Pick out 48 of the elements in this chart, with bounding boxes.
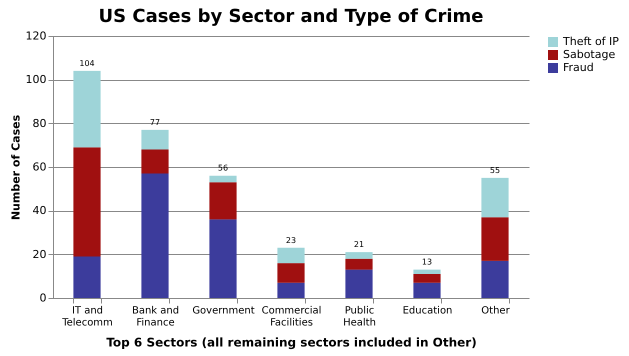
bar bbox=[481, 260, 509, 298]
bar bbox=[209, 182, 237, 220]
bar bbox=[141, 130, 169, 150]
total-label: 13 bbox=[422, 258, 432, 267]
bar bbox=[209, 219, 237, 298]
bar bbox=[413, 274, 441, 283]
bar bbox=[413, 270, 441, 274]
y-tick-label: 0 bbox=[40, 292, 46, 304]
bar bbox=[277, 263, 305, 283]
bar bbox=[481, 178, 509, 218]
bar bbox=[277, 282, 305, 298]
total-label: 21 bbox=[354, 240, 364, 250]
bar bbox=[345, 270, 373, 298]
y-tick-label: 20 bbox=[32, 248, 46, 261]
legend-label: Theft of IP bbox=[562, 35, 620, 48]
total-label: 55 bbox=[490, 166, 500, 175]
bar bbox=[141, 150, 169, 174]
bar bbox=[141, 174, 169, 298]
legend-label: Fraud bbox=[563, 61, 594, 74]
x-tick-label: Bank and Finance bbox=[132, 306, 180, 328]
bar bbox=[413, 282, 441, 298]
x-axis-title: Top 6 Sectors (all remaining sectors included in Other) bbox=[106, 336, 477, 350]
y-tick-label: 40 bbox=[32, 204, 46, 218]
x-tick-label: IT and Telecomm bbox=[61, 306, 113, 328]
y-axis-title: Number of Cases bbox=[10, 114, 23, 220]
bar bbox=[73, 256, 101, 298]
x-tick-label: Commercial Facilities bbox=[262, 306, 322, 328]
x-tick-label: Education bbox=[402, 306, 452, 316]
y-tick-label: 100 bbox=[26, 73, 46, 86]
y-tick-label: 60 bbox=[32, 160, 46, 174]
x-tick-label: Government bbox=[192, 306, 255, 316]
total-label: 23 bbox=[286, 236, 296, 245]
bar bbox=[209, 176, 237, 182]
total-label: 56 bbox=[218, 164, 228, 173]
bar bbox=[345, 258, 373, 270]
chart-title: US Cases by Sector and Type of Crime bbox=[98, 6, 484, 27]
bar bbox=[345, 252, 373, 259]
bar bbox=[481, 217, 509, 261]
total-label: 104 bbox=[79, 58, 95, 68]
y-tick-label: 80 bbox=[32, 116, 46, 130]
legend-label: Sabotage bbox=[563, 48, 616, 61]
bar bbox=[73, 147, 101, 257]
y-tick-label: 120 bbox=[26, 30, 46, 42]
bar bbox=[277, 248, 305, 264]
x-tick-label: Other bbox=[481, 306, 511, 316]
x-tick-label: Public Health bbox=[343, 306, 376, 328]
total-label: 77 bbox=[150, 118, 160, 127]
bar bbox=[73, 70, 101, 148]
